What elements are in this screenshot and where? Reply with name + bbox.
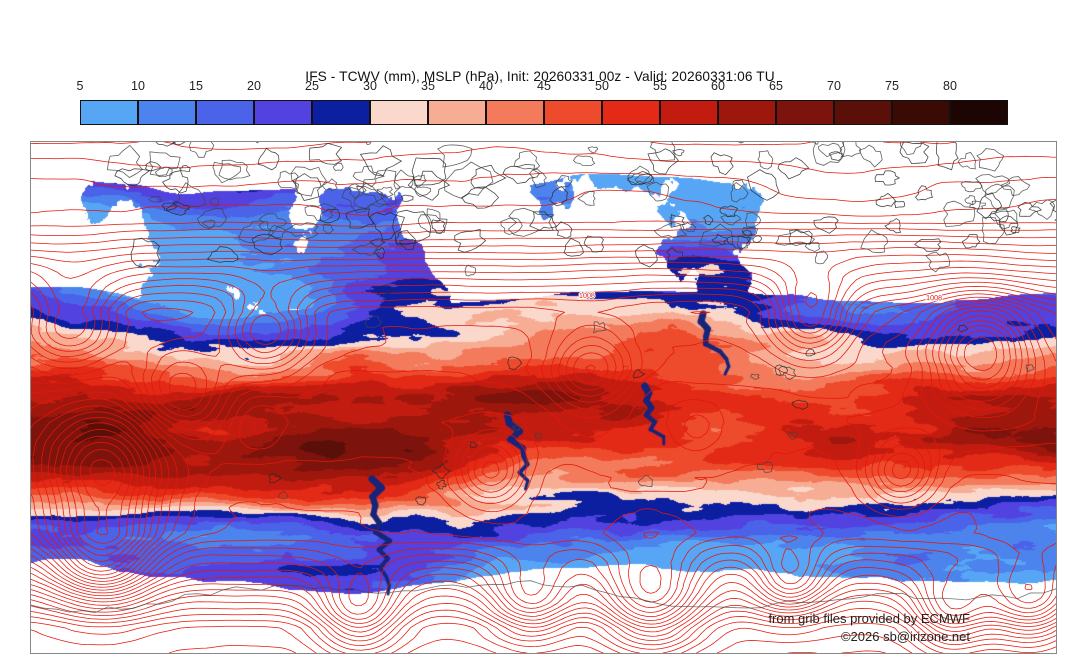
svg-text:1008: 1008	[579, 290, 595, 300]
svg-text:1008: 1008	[926, 293, 942, 302]
